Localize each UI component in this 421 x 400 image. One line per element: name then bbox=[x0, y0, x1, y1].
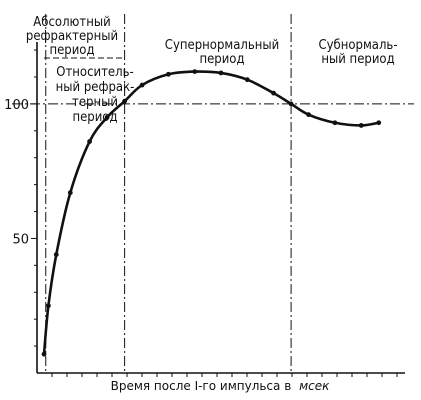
period-label-line: период bbox=[49, 43, 94, 58]
data-point bbox=[244, 77, 250, 83]
data-point bbox=[358, 123, 364, 128]
data-point bbox=[192, 69, 198, 75]
data-point bbox=[87, 139, 92, 144]
period-label-subnormal: Субнормаль-ный период bbox=[318, 38, 397, 67]
period-label-line: период bbox=[72, 110, 117, 125]
data-point bbox=[122, 98, 128, 104]
data-point bbox=[53, 252, 59, 257]
period-labels: Абсолютный рефрактерный периодОтноситель-н… bbox=[26, 15, 398, 125]
data-point bbox=[67, 190, 73, 196]
data-point bbox=[332, 120, 338, 126]
data-point bbox=[41, 351, 47, 357]
data-point bbox=[271, 90, 276, 96]
x-axis-label-text: Время после I-го импульса в bbox=[111, 379, 292, 393]
y-tick-label: 50 bbox=[12, 232, 29, 247]
data-point bbox=[166, 71, 171, 77]
period-label-line: Супернормальный bbox=[165, 38, 279, 53]
data-point bbox=[104, 114, 110, 120]
data-point bbox=[45, 303, 51, 309]
y-ticks: 50 100 bbox=[4, 98, 29, 248]
excitability-curve bbox=[41, 69, 382, 357]
data-point bbox=[139, 82, 145, 88]
data-point bbox=[218, 70, 224, 76]
period-label-line: Субнормаль- bbox=[318, 38, 397, 53]
data-point bbox=[288, 101, 294, 107]
period-label-line: ный рефрак- bbox=[56, 80, 135, 95]
data-point bbox=[376, 120, 382, 126]
x-axis-label: Время после I-го импульса в мсек bbox=[111, 379, 331, 393]
period-label-line: Абсолютный bbox=[33, 15, 110, 30]
axes bbox=[31, 42, 405, 377]
period-label-relative: Относитель-ный рефрак-терный период bbox=[56, 65, 135, 125]
x-axis-label-unit: мсек bbox=[299, 379, 330, 393]
period-label-line: Относитель- bbox=[56, 65, 133, 80]
y-tick-label: 100 bbox=[4, 98, 29, 113]
period-label-absolute: Абсолютный рефрактерный период bbox=[26, 15, 118, 58]
period-label-line: ный период bbox=[321, 52, 394, 67]
period-label-line: терный bbox=[72, 95, 118, 110]
data-point bbox=[306, 112, 312, 118]
period-label-line: рефрактерный bbox=[26, 29, 118, 44]
reference-lines bbox=[12, 14, 414, 373]
period-label-supernormal: Супернормальный период bbox=[165, 38, 279, 67]
period-label-line: период bbox=[199, 52, 244, 67]
